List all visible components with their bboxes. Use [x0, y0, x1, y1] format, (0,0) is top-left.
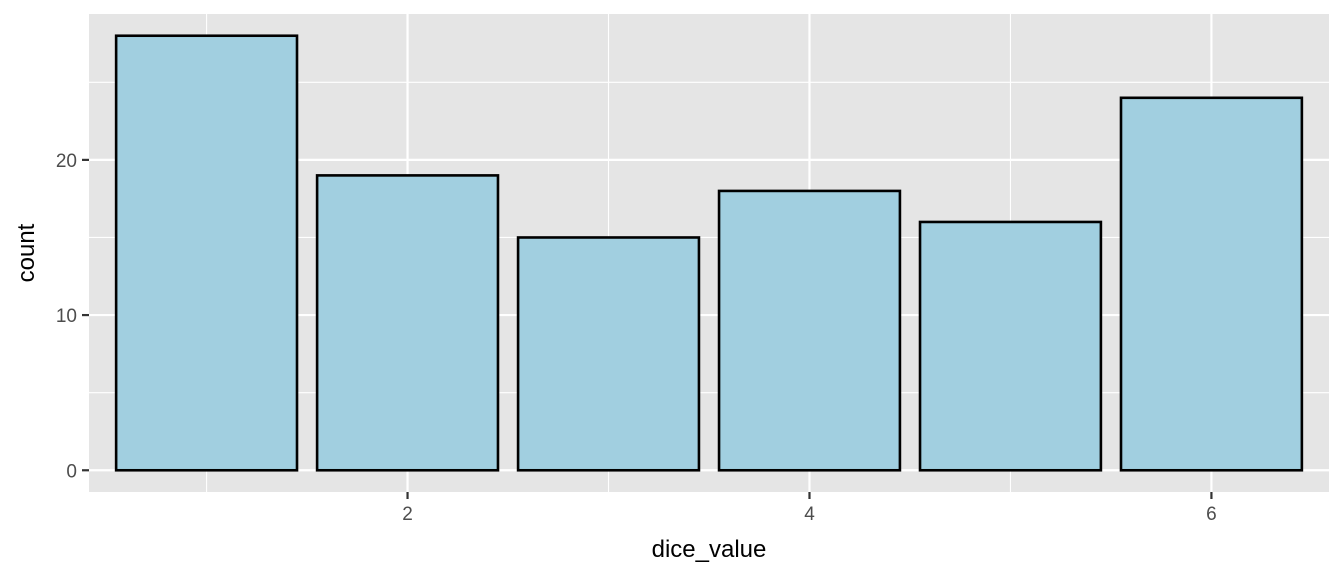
- y-tick-label: 20: [56, 151, 77, 172]
- x-tick-label: 2: [402, 504, 413, 525]
- bar-dice-value-4: [717, 189, 902, 472]
- x-tick-label: 6: [1206, 504, 1217, 525]
- y-axis: 0 10 20: [56, 151, 89, 482]
- bar-dice-value-3: [516, 236, 701, 472]
- bar-dice-value-5: [918, 220, 1103, 472]
- x-axis: 2 4 6: [402, 492, 1217, 525]
- y-tick-label: 10: [56, 306, 77, 327]
- bar-dice-value-2: [315, 174, 500, 472]
- bars: [114, 34, 1304, 472]
- bar-dice-value-6: [1119, 96, 1304, 472]
- x-axis-title: dice_value: [652, 536, 767, 563]
- bar-dice-value-1: [114, 34, 299, 472]
- y-tick-label: 0: [66, 461, 77, 482]
- y-axis-title: count: [13, 223, 40, 282]
- x-tick-label: 4: [804, 504, 815, 525]
